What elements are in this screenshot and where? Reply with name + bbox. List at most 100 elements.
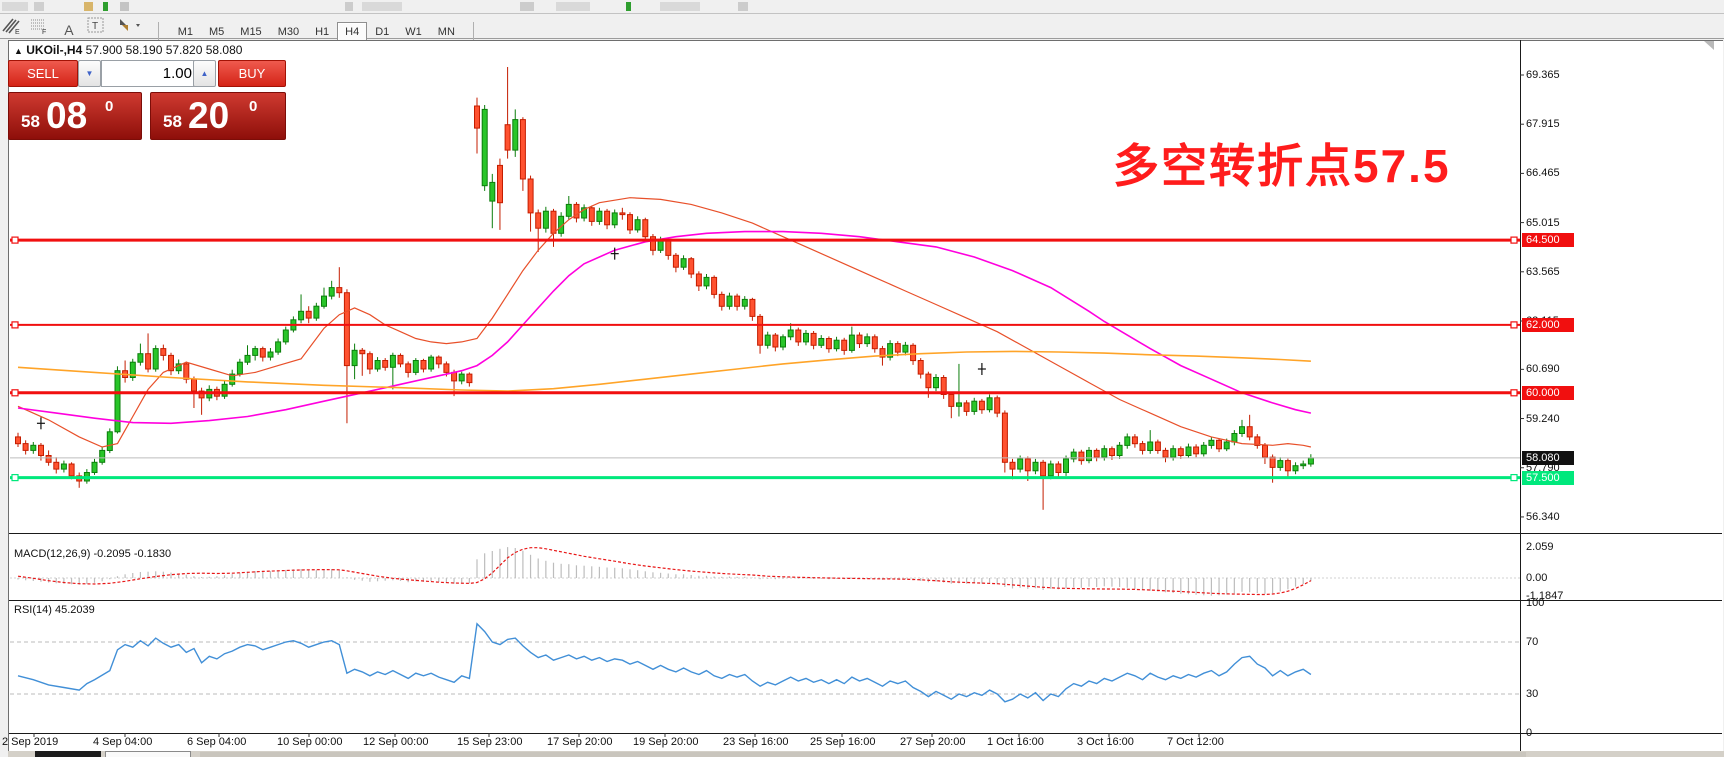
price-tick-label: 59.240 [1526,412,1560,425]
candle-body [864,336,871,345]
candle-body [825,338,832,350]
candle-body [1177,448,1184,457]
candle-body [1254,436,1261,446]
candle-body [489,181,496,202]
candle-body [382,360,389,368]
rsi-label: RSI(14) 45.2039 [14,604,95,616]
volume-input[interactable] [101,60,199,87]
candle-body [359,349,366,355]
timeframe-h1[interactable]: H1 [315,26,330,38]
line-anchor-handle[interactable] [11,474,19,482]
label-tool-icon[interactable]: T [85,15,109,35]
candle-body [68,463,75,477]
volume-increase-button[interactable]: ▲ [193,60,216,87]
toolbar-ghost-icon [345,2,353,11]
symbol-collapse-icon[interactable]: ▲ [14,46,23,56]
timeframe-h4[interactable]: H4 [337,22,368,42]
time-axis-label: 10 Sep 00:00 [277,736,343,748]
candle-body [106,431,113,451]
candle-body [160,348,167,356]
candle-body [902,344,909,353]
buy-button[interactable]: BUY [218,60,286,87]
toolbar-ghost-icon [34,2,44,11]
indicator-grid-icon[interactable]: F [28,15,52,35]
candle-body [741,298,748,307]
candle-body [481,108,488,187]
line-anchor-handle[interactable] [11,236,19,244]
line-anchor-handle[interactable] [11,389,19,397]
candle-body [619,212,626,216]
text-tool-icon[interactable]: A [64,22,74,38]
buy-price-panel[interactable]: 58 20 0 [150,92,286,140]
candle-body [129,361,136,379]
sell-price-small: 58 [21,112,40,131]
candle-body [145,353,152,370]
cursor-mode-icon[interactable] [114,15,148,35]
volume-decrease-button[interactable]: ▼ [78,60,101,87]
candle-body [642,219,649,238]
price-axis-line[interactable] [1520,40,1521,751]
candle-body [168,354,174,372]
candle-body [114,370,121,433]
line-anchor-handle[interactable] [1510,389,1518,397]
price-tick-label: 65.015 [1526,216,1560,229]
candle-body [695,273,702,287]
chart-tab[interactable] [105,751,191,757]
timeframe-m30[interactable]: M30 [277,26,300,38]
line-anchor-handle[interactable] [1510,236,1518,244]
candle-body [221,383,228,397]
macd-axis-label: 2.059 [1526,541,1554,554]
candle-body [519,119,526,180]
svg-text:F: F [42,29,46,35]
time-axis-label: 27 Sep 20:00 [900,736,966,748]
candle-body [887,343,894,358]
time-axis-label: 19 Sep 20:00 [633,736,699,748]
timeframe-m5[interactable]: M5 [209,26,225,38]
price-line-badge: 64.500 [1522,233,1574,248]
candle-body [718,293,725,307]
line-anchor-handle[interactable] [11,321,19,329]
timeframe-m1[interactable]: M1 [177,26,193,38]
ohlc-values: 57.900 58.190 57.820 58.080 [85,43,243,57]
pane-separator[interactable] [9,533,1722,534]
candle-body [497,164,503,204]
candle-body [1200,444,1207,455]
candle-body [925,373,932,389]
candle-body [466,373,473,384]
tabs-strip-filler [200,752,1526,757]
candle-body [336,287,343,294]
timeframe-group: M1 M5 M15 M30 H1 H4 D1 W1 MN [170,22,463,42]
svg-text:T: T [92,21,98,32]
ma-fast-red [17,197,1312,448]
timeframe-m15[interactable]: M15 [240,26,262,38]
line-anchor-handle[interactable] [1510,474,1518,482]
candle-body [971,400,978,412]
time-axis-label: 15 Sep 23:00 [457,736,523,748]
timeframe-d1[interactable]: D1 [375,26,390,38]
candle-body [405,363,412,373]
sell-price-panel[interactable]: 58 08 0 [8,92,142,140]
timeframe-mn[interactable]: MN [437,26,455,38]
toolbar-ghost-icon [738,2,748,11]
candle-body [894,343,901,353]
candle-body [420,360,427,370]
timeframe-w1[interactable]: W1 [405,26,422,38]
sell-button[interactable]: SELL [8,60,78,87]
toolbar-separator [473,21,475,40]
current-price-badge: 58.080 [1522,450,1574,465]
time-axis-label: 2 Sep 2019 [2,736,59,748]
line-anchor-handle[interactable] [1510,321,1518,329]
candle-body [1024,458,1031,472]
chart-tab-active[interactable] [35,751,101,757]
line-styles-icon[interactable]: E [0,15,24,35]
candle-body [252,348,259,356]
price-line-badge: 60.000 [1522,385,1574,400]
pane-separator[interactable] [9,600,1722,601]
candle-body [757,315,764,346]
candle-body [305,310,312,319]
chart-window[interactable] [8,40,1723,753]
candle-body [917,360,924,375]
scroll-corner-icon[interactable] [1704,41,1714,50]
candle-body [458,373,465,382]
